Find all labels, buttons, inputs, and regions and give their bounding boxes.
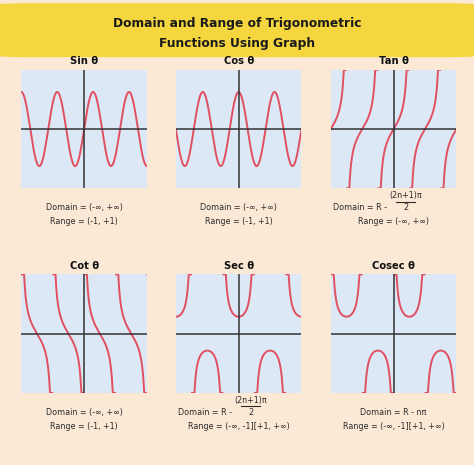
Text: Tan θ: Tan θ [379,56,409,66]
Text: Range = (-∞, -1][+1, +∞): Range = (-∞, -1][+1, +∞) [188,422,290,431]
Text: Domain and Range of Trigonometric: Domain and Range of Trigonometric [113,17,361,30]
Text: 2: 2 [248,408,253,417]
Text: Domain = (-∞, +∞): Domain = (-∞, +∞) [46,408,123,417]
Text: Range = (-∞, -1][+1, +∞): Range = (-∞, -1][+1, +∞) [343,422,445,431]
Text: Cosec θ: Cosec θ [372,260,415,271]
Text: Cot θ: Cot θ [70,260,99,271]
Text: Domain = R -: Domain = R - [178,408,235,417]
Text: 2: 2 [403,203,408,212]
Text: Domain = (-∞, +∞): Domain = (-∞, +∞) [46,203,123,213]
Text: Range = (-1, +1): Range = (-1, +1) [50,422,118,431]
Text: Domain = R - nπ: Domain = R - nπ [360,408,427,417]
Text: Range = (-1, +1): Range = (-1, +1) [205,217,273,226]
FancyBboxPatch shape [0,3,474,57]
Text: Sec θ: Sec θ [224,260,254,271]
Text: Range = (-∞, +∞): Range = (-∞, +∞) [358,217,429,226]
Text: Sin θ: Sin θ [70,56,98,66]
Text: Range = (-1, +1): Range = (-1, +1) [50,217,118,226]
Text: Domain = R -: Domain = R - [333,203,390,213]
Text: Domain = (-∞, +∞): Domain = (-∞, +∞) [200,203,277,213]
Text: Functions Using Graph: Functions Using Graph [159,37,315,50]
Text: Cos θ: Cos θ [224,56,254,66]
Text: (2n+1)π: (2n+1)π [234,396,267,405]
Text: (2n+1)π: (2n+1)π [389,192,422,200]
